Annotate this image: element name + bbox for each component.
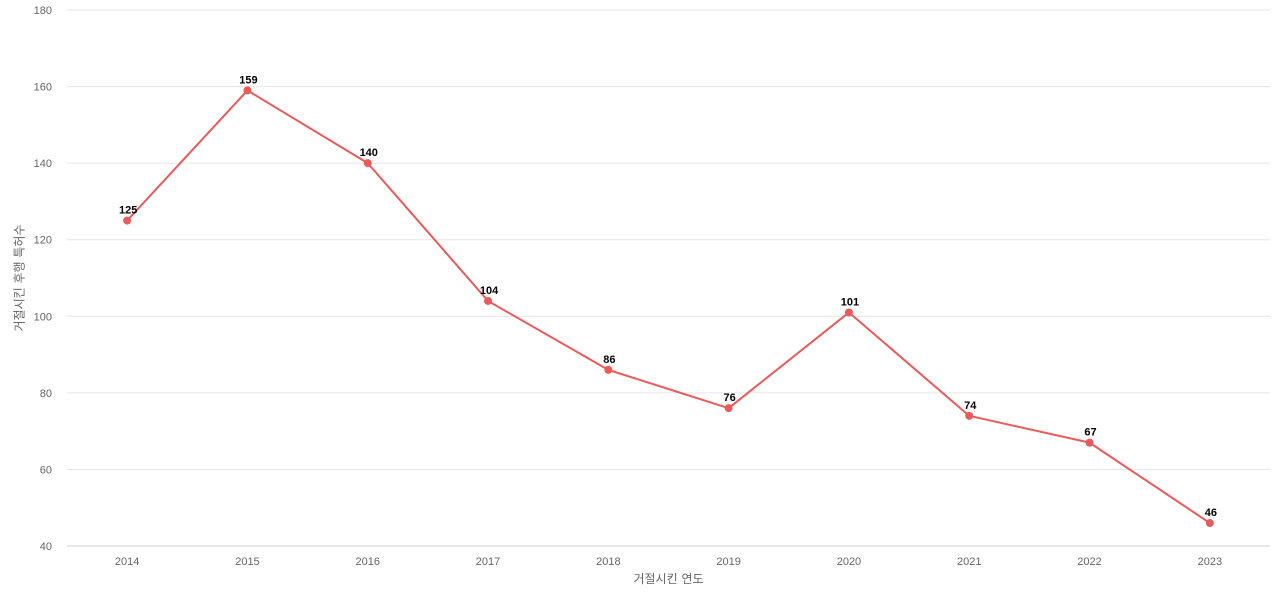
- x-tick-label: 2018: [596, 556, 620, 568]
- data-label: 101: [841, 296, 859, 308]
- y-tick-label: 140: [34, 158, 52, 170]
- y-tick-label: 160: [34, 82, 52, 94]
- y-tick-label: 120: [34, 235, 52, 247]
- data-label: 140: [360, 147, 378, 159]
- data-point[interactable]: [484, 296, 493, 305]
- data-label: 46: [1205, 507, 1217, 519]
- x-tick-label: 2014: [115, 556, 139, 568]
- y-tick-label: 100: [34, 311, 52, 323]
- data-point[interactable]: [243, 86, 252, 95]
- data-label: 67: [1084, 427, 1096, 439]
- data-label: 86: [603, 354, 615, 366]
- y-tick-label: 180: [34, 5, 52, 17]
- x-tick-label: 2023: [1198, 556, 1222, 568]
- x-tick-label: 2019: [716, 556, 740, 568]
- data-point[interactable]: [604, 365, 613, 374]
- data-point[interactable]: [965, 411, 974, 420]
- series-layer: 125 159 140 104 86 76 101 74 67 46: [119, 74, 1217, 528]
- y-tick-label: 60: [40, 464, 52, 476]
- data-point[interactable]: [724, 404, 733, 413]
- x-tick-label: 2022: [1077, 556, 1101, 568]
- y-axis-ticks: 40 60 80 100 120 140 160 180: [34, 5, 52, 553]
- x-axis-title: 거절시킨 연도: [633, 572, 703, 586]
- x-tick-label: 2020: [837, 556, 861, 568]
- data-label: 74: [964, 400, 977, 412]
- data-label: 125: [119, 205, 137, 217]
- x-tick-label: 2016: [356, 556, 380, 568]
- data-label: 76: [724, 392, 736, 404]
- data-point[interactable]: [123, 216, 132, 225]
- x-tick-label: 2015: [235, 556, 259, 568]
- data-point[interactable]: [1205, 519, 1214, 528]
- data-point[interactable]: [844, 308, 853, 317]
- series-line: [126, 89, 1211, 524]
- x-tick-label: 2017: [476, 556, 500, 568]
- x-tick-label: 2021: [957, 556, 981, 568]
- data-label: 104: [480, 285, 499, 297]
- grid-lines: [67, 9, 1270, 470]
- x-axis-ticks: 2014 2015 2016 2017 2018 2019 2020 2021 2022 2023: [115, 556, 1222, 568]
- y-tick-label: 40: [40, 541, 52, 553]
- data-label: 159: [239, 74, 257, 86]
- data-point[interactable]: [363, 159, 372, 168]
- data-point[interactable]: [1085, 438, 1094, 447]
- y-axis-title: 거절시킨 후행 특허수: [12, 225, 27, 332]
- y-tick-label: 80: [40, 388, 52, 400]
